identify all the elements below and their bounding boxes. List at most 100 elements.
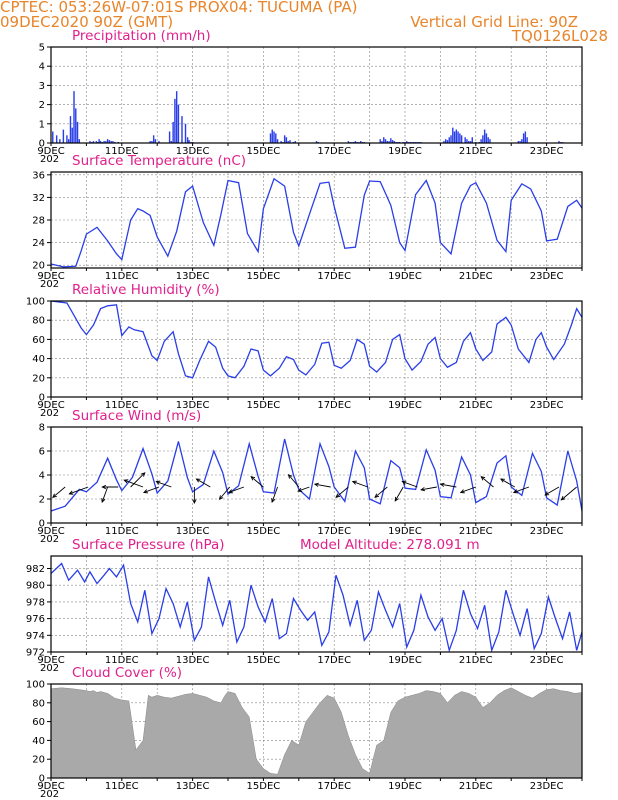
wind-arrow [219, 486, 231, 500]
wind-arrow [513, 486, 530, 493]
precip-bar [112, 141, 114, 143]
wind-arrow [460, 486, 476, 493]
x-tick-label: 9DEC [37, 271, 64, 282]
wind-arrow-head [271, 498, 276, 504]
panel-frame [50, 683, 583, 779]
y-tick-label: 36 [32, 170, 45, 181]
wind-arrow-head [68, 490, 74, 495]
x-year-label: 202 [40, 279, 59, 290]
precip-bar [445, 139, 447, 143]
precip-bar [110, 141, 112, 143]
wind-arrow-head [123, 479, 129, 484]
wind-arrow [500, 478, 515, 488]
x-tick-label: 23DEC [530, 655, 564, 666]
x-tick-label: 9DEC [37, 146, 64, 157]
x-tick-label: 15DEC [247, 526, 281, 537]
wind-arrow-head [480, 476, 486, 481]
x-tick-label: 23DEC [530, 146, 564, 157]
y-tick-label: 978 [26, 597, 45, 608]
wind-arrow [440, 483, 457, 488]
x-tick-label: 19DEC [388, 655, 422, 666]
precip-bar [485, 133, 488, 143]
precip-bar [69, 116, 72, 143]
precip-bar [52, 131, 54, 143]
x-tick-label: 13DEC [176, 655, 210, 666]
panel-frame [50, 46, 583, 144]
precip-bar [177, 104, 180, 143]
panel-title: Relative Humidity (%) [72, 282, 220, 298]
precip-bar [455, 129, 458, 143]
wind-arrow-head [192, 499, 197, 505]
y-tick-label: 28 [32, 216, 45, 227]
panel-4 [47, 426, 583, 526]
wind-arrow-head [335, 493, 341, 498]
y-tick-label: 100 [26, 680, 45, 691]
y-tick-label: 4 [39, 471, 45, 482]
x-year-label: 202 [40, 408, 59, 419]
y-tick-label: 5 [39, 43, 45, 54]
precip-bar [99, 141, 102, 143]
y-tick-label: 3 [39, 81, 45, 92]
x-tick-label: 17DEC [317, 781, 351, 792]
wind-arrow-head [420, 487, 426, 492]
wind-arrow-head [227, 489, 233, 494]
panel-2 [47, 171, 583, 271]
precip-bar [446, 140, 449, 143]
x-tick-label: 13DEC [176, 271, 210, 282]
x-tick-label: 19DEC [388, 400, 422, 411]
panel-3 [47, 300, 583, 400]
precip-bar [276, 139, 279, 143]
wind-arrow [196, 478, 211, 488]
precip-bar [280, 141, 282, 143]
precip-bar [450, 135, 452, 143]
y-tick-label: 32 [32, 193, 45, 204]
y-tick-label: 20 [32, 755, 45, 766]
y-tick-label: 20 [32, 373, 45, 384]
precip-bar [71, 127, 73, 143]
precip-bar [275, 133, 277, 143]
wind-arrow [561, 486, 577, 501]
precip-bar [393, 141, 396, 143]
y-tick-label: 40 [32, 736, 45, 747]
wind-arrow-head [195, 478, 201, 483]
x-tick-label: 19DEC [388, 146, 422, 157]
wind-arrow-head [218, 495, 224, 501]
x-tick-label: 21DEC [459, 400, 493, 411]
panel-frame [50, 300, 583, 398]
precip-bar [360, 141, 362, 143]
precip-bar [158, 141, 160, 143]
y-tick-label: 20 [32, 261, 45, 272]
wind-arrow [69, 486, 89, 495]
precip-bar [384, 139, 387, 143]
y-tick-label: 0 [39, 139, 45, 150]
panel-title: Surface Temperature (nC) [72, 153, 246, 169]
precip-bar [289, 140, 291, 143]
x-tick-label: 23DEC [530, 526, 564, 537]
precip-bar [273, 131, 275, 143]
wind-arrow-head [401, 480, 407, 485]
precip-bar [269, 133, 272, 143]
precip-bar [76, 121, 79, 143]
precip-bar [62, 129, 65, 143]
header-line1: CPTEC: 053:26W-07:01S PROX04: TUCUMA (PA… [0, 0, 358, 16]
wind-arrow [421, 486, 437, 491]
panel-frame [50, 555, 583, 653]
precip-bar [181, 116, 183, 143]
x-tick-label: 15DEC [247, 781, 281, 792]
precip-bar [386, 141, 389, 143]
precip-bar [315, 141, 318, 143]
y-tick-label: 40 [32, 354, 45, 365]
y-tick-label: 6 [39, 447, 45, 458]
precip-bar [459, 133, 461, 143]
x-tick-label: 19DEC [388, 781, 422, 792]
precip-bar [452, 127, 454, 143]
y-tick-label: 100 [26, 297, 45, 308]
wind-arrow [297, 486, 310, 492]
y-tick-label: 80 [32, 316, 45, 327]
wind-arrow [130, 472, 146, 488]
y-tick-label: 60 [32, 335, 45, 346]
precip-bar [67, 139, 70, 143]
precip-bar [519, 141, 521, 143]
y-tick-label: 0 [39, 774, 45, 785]
wind-arrow [124, 479, 144, 488]
